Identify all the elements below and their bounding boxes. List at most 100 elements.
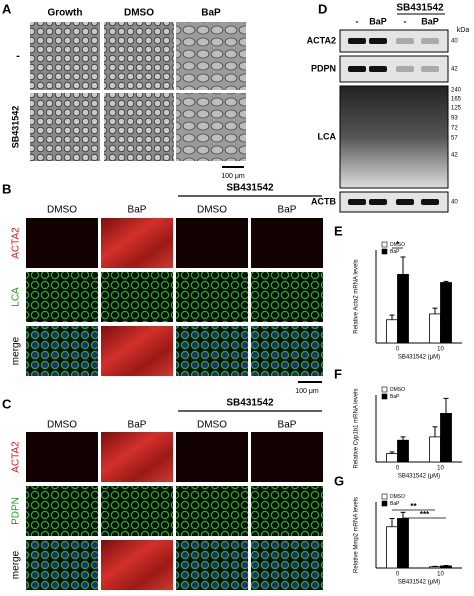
blot: [339, 85, 449, 189]
bar: [386, 526, 398, 569]
blot: [339, 29, 449, 53]
band: [421, 199, 439, 205]
x-tick-label: 0: [396, 347, 400, 353]
micrograph: [176, 93, 246, 161]
micrograph: [176, 432, 248, 482]
column-header: DMSO: [47, 420, 77, 431]
panel-letter: A: [2, 1, 12, 16]
legend-label: BaP: [390, 501, 400, 507]
scale-bar-label: 100 μm: [221, 173, 245, 180]
bar: [397, 439, 409, 463]
legend-label: BaP: [390, 394, 400, 400]
marker-label: 57: [451, 136, 458, 142]
marker-label: 72: [451, 126, 458, 132]
band: [396, 199, 414, 205]
group-header: SB431542: [226, 398, 274, 409]
micrograph: [104, 93, 174, 161]
x-tick-label: 0: [396, 466, 400, 472]
legend-swatch: [381, 241, 388, 248]
marker-label: 125: [451, 106, 462, 112]
micrograph: [26, 326, 98, 376]
legend-label: DMSO: [390, 387, 405, 393]
column-header: DMSO: [197, 205, 227, 216]
group-header: SB431542: [396, 3, 444, 14]
micrograph: [30, 22, 100, 90]
blot: [339, 191, 449, 213]
micrograph: [251, 326, 323, 376]
x-tick-label: 0: [396, 572, 400, 578]
x-tick-label: 10: [437, 347, 444, 353]
x-axis-label: SB431542 (μM): [398, 474, 440, 480]
micrograph: [176, 326, 248, 376]
column-header: BaP: [128, 420, 147, 431]
panel-letter: C: [2, 396, 12, 411]
y-axis-label: Relative Acta2 mRNA levels: [354, 259, 360, 333]
band: [348, 66, 366, 72]
micrograph: [104, 22, 174, 90]
y-axis-label: Relative Mmp2 mRNA levels: [354, 497, 360, 573]
micrograph: [26, 272, 98, 322]
scale-bar-label: 100 μm: [295, 388, 319, 395]
panel-letter: F: [334, 366, 342, 381]
x-tick-label: 10: [437, 572, 444, 578]
significance-label: **: [410, 502, 417, 511]
blot-label: LCA: [318, 131, 337, 141]
micrograph: [101, 272, 173, 322]
micrograph: [101, 540, 173, 590]
lane-label: BaP: [369, 16, 387, 26]
blot-label: ACTA2: [307, 35, 336, 45]
micrograph: [251, 432, 323, 482]
significance-label: *: [396, 240, 400, 249]
legend-swatch: [381, 248, 388, 255]
bar: [397, 274, 409, 344]
bar: [440, 413, 452, 463]
bar: [386, 453, 398, 463]
micrograph: [251, 486, 323, 536]
bar: [440, 282, 452, 344]
x-tick-label: 10: [437, 466, 444, 472]
band: [421, 38, 439, 44]
row-label: ACTA2: [11, 227, 22, 259]
column-header: DMSO: [197, 420, 227, 431]
group-header: SB431542: [226, 183, 274, 194]
marker-label: 40: [451, 39, 458, 45]
panel-letter: B: [2, 181, 11, 196]
micrograph: [251, 540, 323, 590]
panel-letter: E: [334, 223, 343, 238]
legend-swatch: [381, 493, 388, 500]
micrograph: [251, 272, 323, 322]
column-header: DMSO: [124, 8, 154, 19]
legend-label: DMSO: [390, 494, 405, 500]
band: [348, 199, 366, 205]
row-label: SB431542: [10, 106, 20, 149]
marker-label: 165: [451, 97, 462, 103]
micrograph: [176, 272, 248, 322]
row-label: LCA: [11, 287, 22, 307]
band: [348, 38, 366, 44]
micrograph: [101, 326, 173, 376]
micrograph: [101, 432, 173, 482]
column-header: BaP: [278, 420, 297, 431]
bar: [429, 566, 441, 569]
row-label: merge: [11, 550, 22, 579]
micrograph: [101, 486, 173, 536]
bar: [429, 436, 441, 463]
bar: [440, 565, 452, 569]
micrograph: [176, 486, 248, 536]
marker-label: 42: [451, 153, 458, 159]
panel-letter: G: [334, 473, 344, 488]
legend-label: DMSO: [390, 242, 405, 248]
bar: [397, 518, 409, 569]
micrograph: [26, 486, 98, 536]
legend-label: BaP: [390, 249, 400, 255]
unit-label: kDa: [457, 27, 470, 34]
band: [369, 66, 387, 72]
marker-label: 93: [451, 116, 458, 122]
micrograph: [30, 93, 100, 161]
x-axis-label: SB431542 (μM): [398, 580, 440, 586]
micrograph: [26, 540, 98, 590]
blot-label: ACTB: [311, 196, 336, 206]
legend-swatch: [381, 500, 388, 507]
